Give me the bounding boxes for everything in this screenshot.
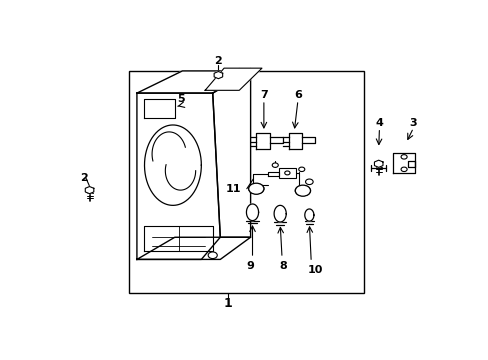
Circle shape <box>284 171 289 175</box>
Text: 10: 10 <box>307 265 322 275</box>
Circle shape <box>296 186 309 195</box>
Polygon shape <box>392 153 415 174</box>
Text: 1: 1 <box>223 297 232 310</box>
Text: 3: 3 <box>409 118 417 128</box>
Polygon shape <box>137 237 250 260</box>
Polygon shape <box>212 71 250 237</box>
Text: 5: 5 <box>176 94 184 104</box>
Text: 8: 8 <box>278 261 286 271</box>
Circle shape <box>272 163 278 167</box>
Circle shape <box>400 167 407 172</box>
Polygon shape <box>256 133 269 149</box>
Circle shape <box>248 183 264 194</box>
Polygon shape <box>214 72 222 79</box>
Polygon shape <box>288 133 301 149</box>
Circle shape <box>295 186 308 195</box>
Circle shape <box>305 179 312 185</box>
Text: 2: 2 <box>80 173 87 183</box>
Polygon shape <box>137 71 250 93</box>
Bar <box>279 168 295 177</box>
Polygon shape <box>246 204 258 221</box>
Text: 11: 11 <box>225 184 241 194</box>
Circle shape <box>208 252 217 258</box>
Bar <box>129 71 364 293</box>
Polygon shape <box>205 68 262 90</box>
Text: 9: 9 <box>246 261 254 271</box>
Polygon shape <box>269 138 282 143</box>
Polygon shape <box>137 93 220 260</box>
Text: 2: 2 <box>214 56 222 66</box>
Circle shape <box>249 184 263 194</box>
Polygon shape <box>85 186 94 194</box>
Polygon shape <box>274 205 285 222</box>
Text: 4: 4 <box>375 118 383 128</box>
Circle shape <box>400 155 407 159</box>
Circle shape <box>298 167 304 172</box>
Circle shape <box>295 185 310 196</box>
Text: 7: 7 <box>260 90 267 100</box>
Polygon shape <box>301 138 314 143</box>
Polygon shape <box>304 209 313 221</box>
Circle shape <box>250 184 264 194</box>
Circle shape <box>296 186 310 195</box>
Circle shape <box>248 184 262 194</box>
Polygon shape <box>374 160 382 167</box>
Text: 6: 6 <box>293 90 301 100</box>
